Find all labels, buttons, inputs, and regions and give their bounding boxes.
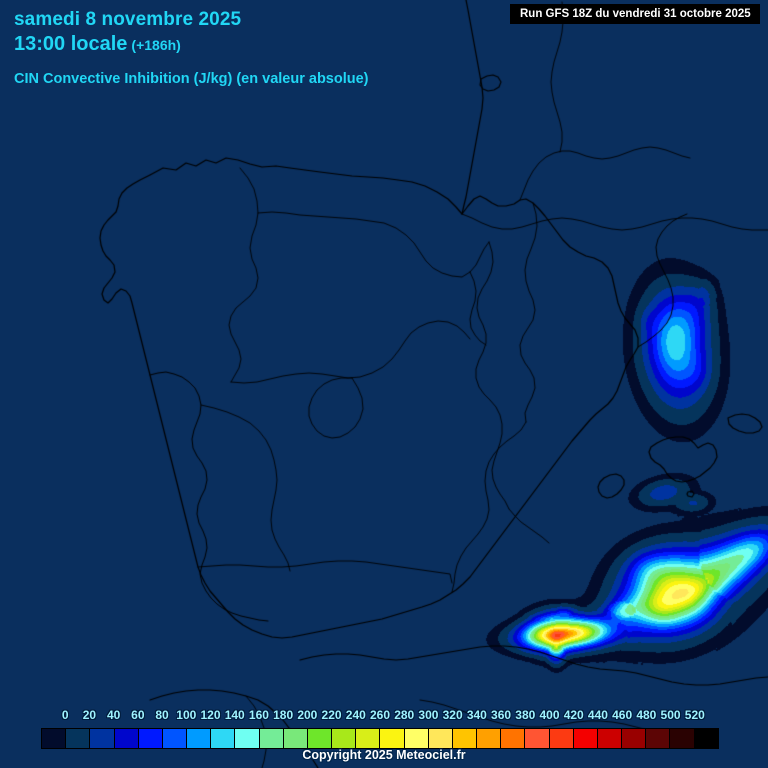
legend-tick-label: 300 bbox=[418, 708, 439, 722]
legend-swatch bbox=[259, 729, 284, 748]
legend-swatch bbox=[307, 729, 333, 748]
forecast-offset-label: (+186h) bbox=[131, 37, 181, 53]
legend-tick-label: 260 bbox=[369, 708, 391, 722]
legend-swatch bbox=[404, 729, 429, 748]
legend-swatch bbox=[332, 729, 357, 748]
legend-tick-label: 420 bbox=[563, 708, 584, 722]
legend-swatch bbox=[477, 729, 502, 748]
legend-tick-labels: 0 20 40 60 80 100 120 140 160 180 200 220 240 260 280 3… bbox=[41, 708, 719, 728]
legend-tick-label: 100 bbox=[176, 708, 197, 722]
legend-tick-label: 160 bbox=[248, 708, 269, 722]
legend-swatch bbox=[235, 729, 260, 748]
legend-swatch bbox=[428, 729, 453, 748]
legend-swatch bbox=[549, 729, 574, 748]
legend-swatch bbox=[162, 729, 188, 748]
legend-swatch bbox=[670, 729, 695, 748]
legend-swatch bbox=[622, 729, 647, 748]
legend-swatch bbox=[90, 729, 115, 748]
legend-swatch bbox=[138, 729, 163, 748]
legend-tick-label: 280 bbox=[394, 708, 415, 722]
legend-tick-label: 60 bbox=[131, 708, 145, 722]
legend-swatch bbox=[283, 729, 308, 748]
forecast-date-label: samedi 8 novembre 2025 bbox=[14, 9, 242, 30]
model-run-label: Run GFS 18Z du vendredi 31 octobre 2025 bbox=[520, 8, 751, 20]
legend-tick-label: 440 bbox=[587, 708, 608, 722]
legend-tick-label: 220 bbox=[321, 708, 342, 722]
legend-swatch bbox=[452, 729, 478, 748]
parameter-title-label: CIN Convective Inhibition (J/kg) (en val… bbox=[14, 71, 369, 87]
legend-tick-label: 200 bbox=[297, 708, 318, 722]
legend-swatch bbox=[694, 729, 718, 748]
legend-tick-label: 500 bbox=[660, 708, 681, 722]
legend-swatch bbox=[573, 729, 598, 748]
legend-swatch bbox=[211, 729, 236, 748]
legend-tick-label: 480 bbox=[636, 708, 657, 722]
legend-swatch bbox=[646, 729, 671, 748]
legend-swatch bbox=[187, 729, 212, 748]
legend-tick-label: 360 bbox=[491, 708, 512, 722]
legend-swatch bbox=[66, 729, 91, 748]
legend-tick-label: 240 bbox=[345, 708, 366, 722]
forecast-time-value: 13:00 locale bbox=[14, 33, 128, 55]
legend-tick-label: 80 bbox=[155, 708, 169, 722]
legend-tick-label: 380 bbox=[515, 708, 536, 722]
legend-tick-label: 120 bbox=[200, 708, 221, 722]
legend-swatch bbox=[42, 729, 67, 748]
legend-color-bar bbox=[41, 728, 719, 749]
legend-tick-label: 140 bbox=[224, 708, 245, 722]
model-run-banner: Run GFS 18Z du vendredi 31 octobre 2025 bbox=[510, 4, 760, 24]
copyright-label: Copyright 2025 Meteociel.fr bbox=[302, 748, 466, 762]
color-scale-legend: 0 20 40 60 80 100 120 140 160 180 200 220 240 260 280 3… bbox=[41, 708, 719, 749]
legend-tick-label: 400 bbox=[539, 708, 560, 722]
legend-tick-label: 460 bbox=[612, 708, 633, 722]
legend-tick-label: 0 bbox=[61, 708, 69, 722]
legend-swatch bbox=[525, 729, 550, 748]
forecast-time-label: 13:00 locale (+186h) bbox=[14, 33, 181, 56]
legend-tick-label: 40 bbox=[106, 708, 121, 722]
legend-swatch bbox=[501, 729, 526, 748]
legend-swatch bbox=[380, 729, 405, 748]
legend-tick-label: 180 bbox=[273, 708, 294, 722]
legend-tick-label: 340 bbox=[466, 708, 487, 722]
legend-tick-label: 20 bbox=[82, 708, 97, 722]
legend-swatch bbox=[597, 729, 623, 748]
legend-tick-label: 520 bbox=[684, 708, 705, 722]
legend-tick-label: 320 bbox=[442, 708, 463, 722]
legend-swatch bbox=[356, 729, 381, 748]
legend-swatch bbox=[114, 729, 139, 748]
